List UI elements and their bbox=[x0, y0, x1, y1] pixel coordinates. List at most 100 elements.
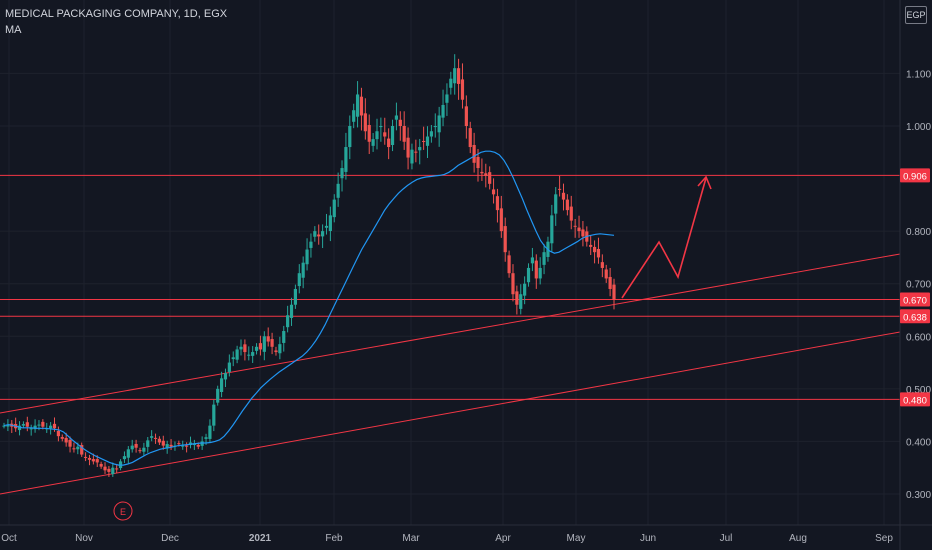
candle-body bbox=[305, 249, 309, 265]
candle-body bbox=[550, 215, 554, 244]
candle-body bbox=[219, 378, 224, 393]
candle-body bbox=[297, 273, 301, 287]
price-badge-label: 0.638 bbox=[903, 312, 927, 323]
candle-body bbox=[418, 147, 422, 151]
candle-body bbox=[558, 188, 562, 190]
candle-body bbox=[429, 131, 433, 137]
candle-body bbox=[227, 362, 231, 372]
x-tick-label: Sep bbox=[875, 533, 893, 544]
candle-body bbox=[328, 215, 332, 231]
candle-body bbox=[371, 139, 375, 146]
candle-body bbox=[480, 171, 484, 174]
candle-body bbox=[153, 437, 158, 439]
price-badge bbox=[900, 168, 930, 183]
y-tick-label: 1.000 bbox=[906, 122, 931, 133]
candle-body bbox=[247, 354, 251, 356]
candle-body bbox=[398, 119, 402, 126]
candle-body bbox=[519, 294, 523, 309]
candle-body bbox=[208, 425, 212, 439]
candle-body bbox=[468, 128, 472, 148]
candle-body bbox=[577, 227, 581, 232]
candle-body bbox=[604, 269, 608, 279]
candle-body bbox=[25, 422, 29, 427]
candle-body bbox=[324, 225, 329, 228]
candle-body bbox=[445, 94, 449, 103]
candle-body bbox=[169, 444, 173, 447]
x-tick-label: Dec bbox=[161, 533, 179, 544]
candle-body bbox=[565, 199, 569, 211]
candle-body bbox=[142, 447, 146, 452]
candle-body bbox=[433, 126, 437, 128]
candle-body bbox=[581, 229, 585, 237]
candle-body bbox=[99, 463, 103, 467]
candle-body bbox=[289, 304, 294, 318]
candle-body bbox=[476, 156, 480, 169]
chart-grid bbox=[0, 0, 900, 525]
y-tick-label: 1.100 bbox=[906, 69, 931, 80]
candle-body bbox=[115, 468, 119, 470]
candle-body bbox=[107, 468, 111, 472]
candle-body bbox=[251, 352, 255, 356]
candle-body bbox=[157, 438, 162, 443]
candle-body bbox=[293, 288, 298, 305]
currency-badge[interactable]: EGP bbox=[905, 6, 927, 24]
trend-lines bbox=[0, 174, 901, 495]
candle-body bbox=[258, 343, 263, 350]
candle-body bbox=[425, 136, 430, 146]
candle-body bbox=[495, 196, 500, 211]
x-tick-label: Aug bbox=[789, 533, 807, 544]
candle-body bbox=[414, 151, 418, 153]
candle-body bbox=[56, 430, 60, 437]
candle-body bbox=[177, 443, 181, 445]
candle-body bbox=[332, 199, 336, 218]
candle-body bbox=[212, 404, 216, 426]
candle-body bbox=[441, 104, 445, 118]
x-tick-label: Apr bbox=[495, 533, 511, 544]
x-tick-label: Feb bbox=[325, 533, 343, 544]
candle-body bbox=[80, 445, 84, 455]
candle-body bbox=[103, 466, 107, 471]
earnings-marker-circle bbox=[113, 501, 133, 521]
x-tick-label: Oct bbox=[1, 533, 17, 544]
candle-body bbox=[181, 445, 185, 447]
candle-body bbox=[596, 248, 601, 258]
x-tick-label: May bbox=[567, 533, 586, 544]
candle-body bbox=[344, 147, 348, 172]
candle-body bbox=[375, 131, 379, 140]
candle-body bbox=[91, 459, 95, 462]
candle-body bbox=[72, 448, 76, 450]
candle-body bbox=[515, 291, 519, 305]
candle-body bbox=[523, 283, 527, 296]
candle-body bbox=[530, 257, 535, 264]
earnings-marker-label: E bbox=[120, 507, 126, 517]
candle-body bbox=[122, 456, 127, 460]
candle-body bbox=[278, 344, 282, 354]
candle-body bbox=[561, 192, 566, 200]
candle-body bbox=[340, 168, 344, 179]
candle-body bbox=[437, 115, 441, 133]
candle-body bbox=[491, 189, 496, 195]
candle-body bbox=[355, 94, 360, 117]
candle-body bbox=[138, 450, 142, 452]
candle-body bbox=[52, 423, 57, 429]
candle-body bbox=[612, 284, 616, 300]
candle-body bbox=[41, 421, 45, 427]
candle-body bbox=[387, 138, 391, 148]
candle-body bbox=[60, 437, 64, 439]
candle-body bbox=[499, 208, 503, 232]
candle-body bbox=[266, 336, 270, 342]
candle-body bbox=[464, 106, 468, 126]
price-badge-label: 0.670 bbox=[903, 295, 927, 306]
candle-body bbox=[542, 252, 546, 265]
candle-body bbox=[402, 126, 406, 142]
candle-body bbox=[472, 145, 476, 163]
candle-body bbox=[394, 115, 399, 120]
candle-body bbox=[87, 457, 92, 460]
upper-trendline bbox=[0, 253, 901, 414]
candle-body bbox=[363, 113, 367, 132]
y-tick-label: 0.400 bbox=[906, 437, 931, 448]
candle-body bbox=[282, 331, 286, 343]
x-tick-label: Nov bbox=[75, 533, 93, 544]
x-tick-label: 2021 bbox=[249, 533, 272, 544]
